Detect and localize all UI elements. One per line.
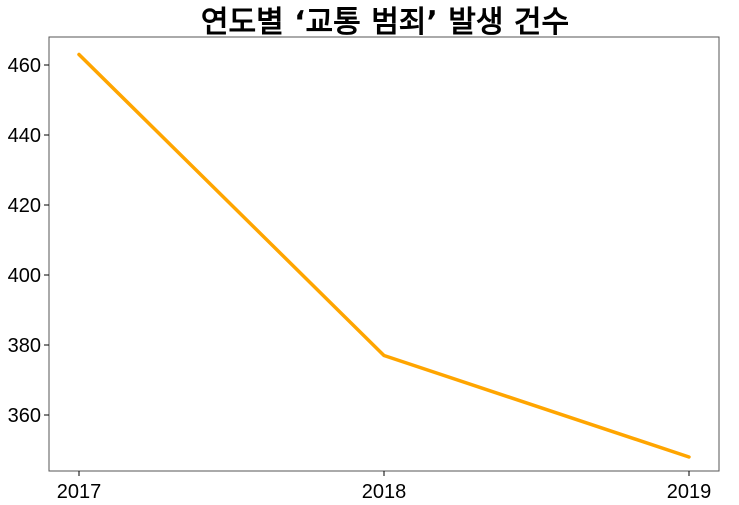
y-tick-label: 440 <box>8 125 41 147</box>
x-axis: 2017 2018 2019 <box>57 471 712 503</box>
y-tick-label: 380 <box>8 335 41 357</box>
series-line-0 <box>77 52 691 459</box>
y-tick-label: 400 <box>8 265 41 287</box>
y-tick-label: 420 <box>8 195 41 217</box>
chart-title: 연도별 ‘교통 범죄’ 발생 건수 <box>201 5 569 40</box>
y-tick-label: 460 <box>8 55 41 77</box>
x-tick-label: 2017 <box>57 481 102 503</box>
x-tick-label: 2018 <box>362 481 407 503</box>
series-layer <box>77 52 691 459</box>
y-tick-label: 360 <box>8 405 41 427</box>
plot-frame <box>48 36 720 472</box>
y-axis: 360 380 400 420 440 460 <box>8 55 49 427</box>
x-tick-label: 2019 <box>667 481 712 503</box>
